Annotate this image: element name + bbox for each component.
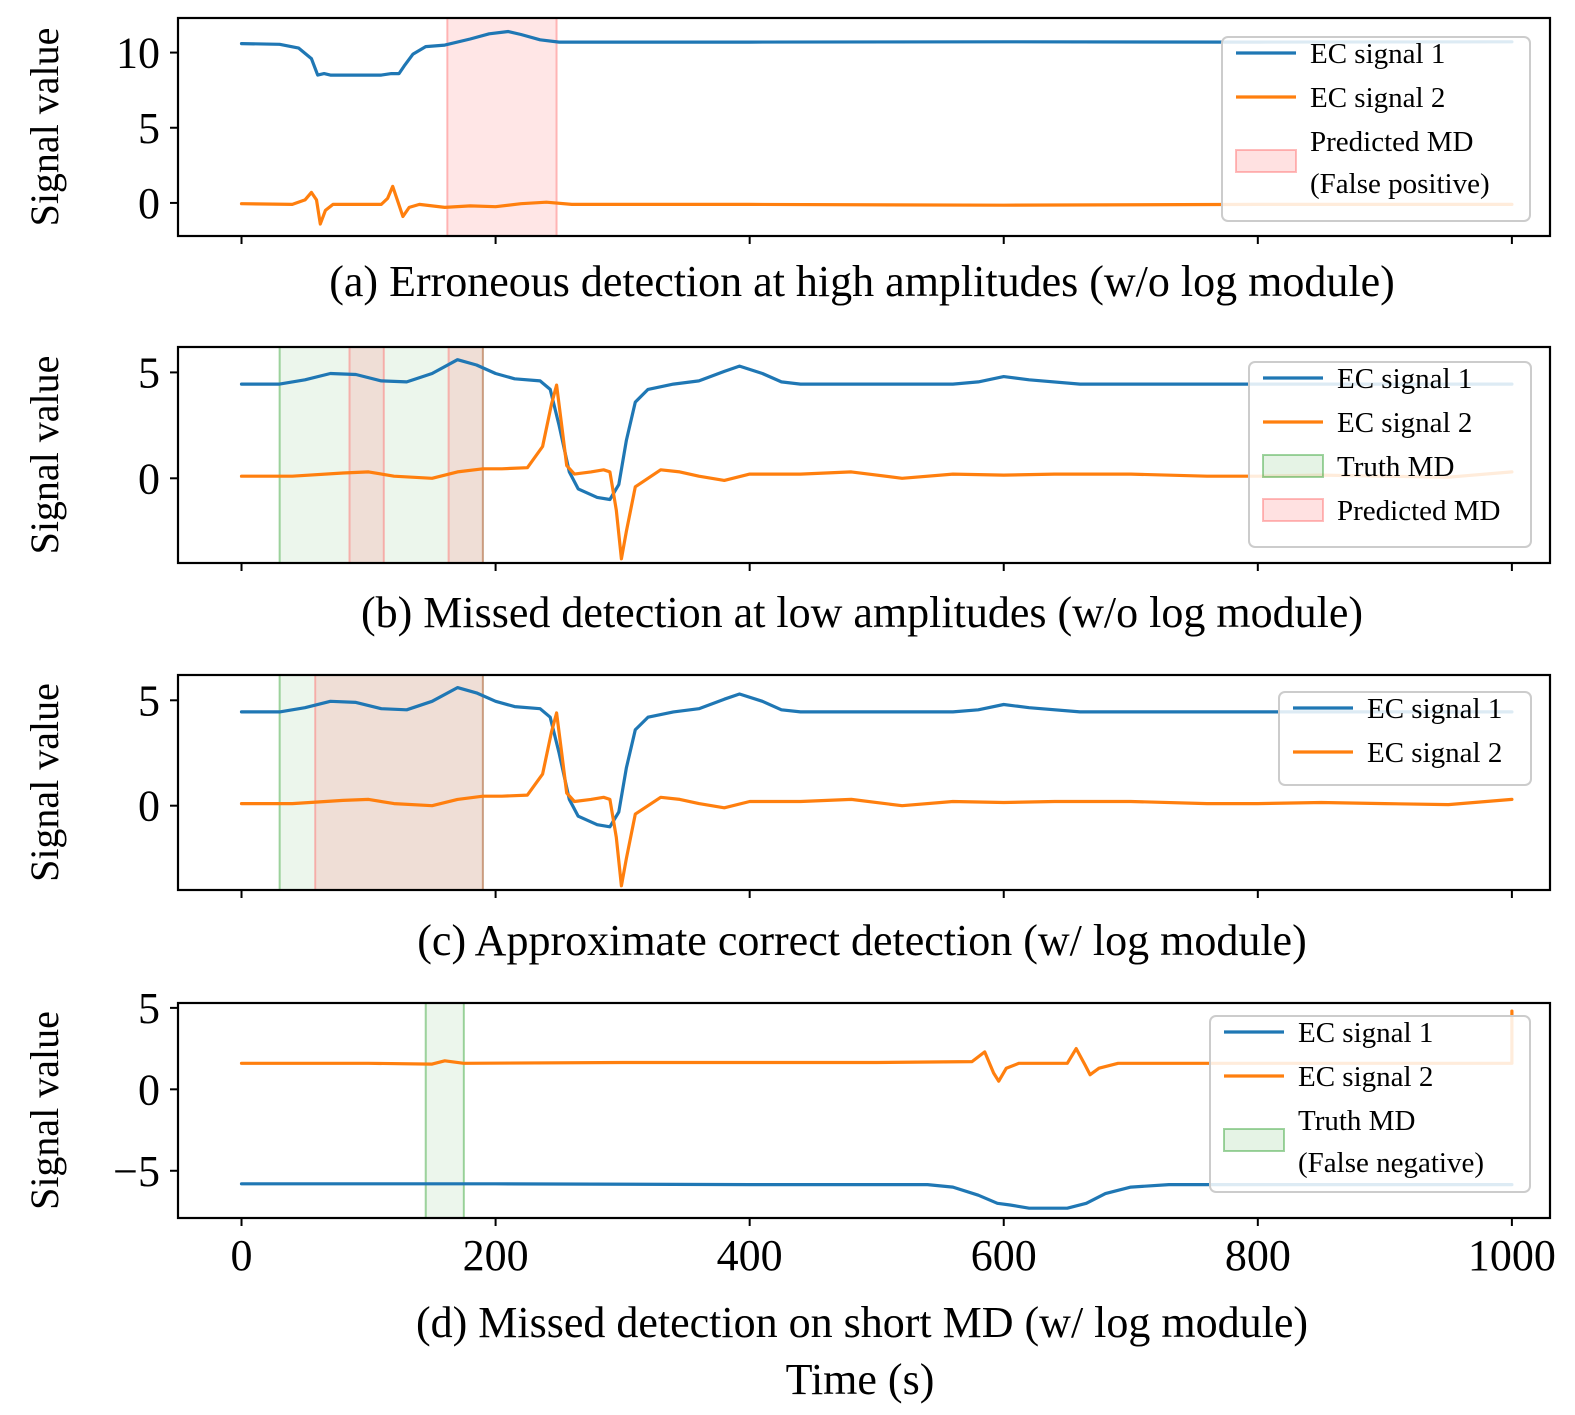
x-tick-label: 1000 [1468, 1231, 1556, 1280]
legend-label: Truth MD [1337, 451, 1454, 483]
y-tick-label: 5 [138, 348, 160, 397]
legend: EC signal 1 EC signal 2 [1278, 691, 1532, 786]
chart-panel-a: 0 5 10 Signal value (a) Erroneous detection … [22, 16, 1552, 306]
legend-handle-predicted-md [1235, 149, 1297, 173]
y-tick-label: 5 [138, 676, 160, 725]
legend: EC signal 1 EC signal 2 Truth MD Predicted … [1248, 361, 1532, 548]
legend-handle-truth-md [1262, 454, 1324, 478]
legend: EC signal 1 EC signal 2 Predicted MD (False… [1221, 36, 1531, 222]
series-line-ec-signal-1 [239, 29, 1514, 77]
y-tick-label: 0 [138, 782, 160, 831]
legend-label: EC signal 1 [1367, 693, 1502, 725]
chart-panel-b: 0 5 Signal value (b) Missed detection at lo… [22, 345, 1552, 637]
y-tick-label: −5 [113, 1147, 160, 1196]
panel-caption: (a) Erroneous detection at high amplitud… [329, 257, 1395, 306]
y-tick-label: 0 [138, 1065, 160, 1114]
legend-label: EC signal 1 [1337, 363, 1472, 395]
x-tick-label: 200 [463, 1231, 529, 1280]
panel-caption: (d) Missed detection on short MD (w/ log… [416, 1298, 1308, 1347]
series-line-ec-signal-2 [239, 184, 1514, 226]
y-axis-label: Signal value [22, 356, 67, 555]
series-line-ec-signal-1 [239, 1182, 1514, 1210]
y-axis-label: Signal value [22, 28, 67, 227]
series-line-ec-signal-2 [239, 1009, 1514, 1083]
series-line-ec-signal-2 [239, 383, 1514, 561]
x-tick-label: 800 [1225, 1231, 1291, 1280]
legend-handle-truth-md [1223, 1128, 1285, 1152]
legend: EC signal 1 EC signal 2 Truth MD (False neg… [1209, 1015, 1531, 1193]
legend-label: (False positive) [1310, 168, 1490, 200]
series-line-ec-signal-2 [239, 711, 1514, 888]
predicted-md-span-1 [314, 674, 484, 891]
predicted-md-span-2 [447, 346, 484, 564]
chart-panel-c: 0 5 Signal value (c) Approximate correct de… [22, 673, 1552, 965]
y-tick-label: 5 [138, 104, 160, 153]
legend-box [1221, 36, 1531, 222]
legend-box [1278, 691, 1532, 786]
x-axis-label: Time (s) [786, 1355, 935, 1404]
legend-label: EC signal 1 [1298, 1017, 1433, 1049]
y-tick-label: 10 [116, 29, 160, 78]
panel-caption: (b) Missed detection at low amplitudes (… [361, 588, 1363, 637]
y-tick-label: 0 [138, 454, 160, 503]
legend-label: EC signal 2 [1367, 737, 1502, 769]
y-tick-label: 5 [138, 984, 160, 1033]
legend-label: EC signal 1 [1310, 38, 1445, 70]
legend-box [1248, 361, 1532, 548]
legend-handle-predicted-md [1262, 498, 1324, 522]
chart-panel-d: 0 200 400 600 800 1000 −5 0 5 Signal value (d) Mis… [22, 984, 1556, 1347]
y-axis-label: Signal value [22, 683, 67, 882]
legend-label: EC signal 2 [1337, 407, 1472, 439]
truth-md-span-0 [424, 1002, 465, 1219]
axes-frame [176, 1001, 1552, 1220]
panels-group: 0 5 10 Signal value (a) Erroneous detection … [22, 16, 1556, 1347]
panel-caption: (c) Approximate correct detection (w/ lo… [417, 916, 1306, 965]
legend-label: (False negative) [1298, 1147, 1484, 1179]
legend-label: Truth MD [1298, 1105, 1415, 1137]
x-tick-label: 0 [231, 1231, 253, 1280]
y-tick-label: 0 [138, 179, 160, 228]
legend-label: Predicted MD [1310, 126, 1474, 158]
y-axis-label: Signal value [22, 1011, 67, 1210]
x-tick-label: 400 [717, 1231, 783, 1280]
x-tick-label: 600 [971, 1231, 1037, 1280]
axes-frame [176, 673, 1552, 892]
legend-box [1209, 1015, 1531, 1193]
axes-frame [176, 345, 1552, 565]
legend-label: EC signal 2 [1310, 82, 1445, 114]
legend-label: EC signal 2 [1298, 1061, 1433, 1093]
predicted-md-span-0 [446, 17, 558, 237]
legend-label: Predicted MD [1337, 495, 1501, 527]
truth-md-span-0 [278, 346, 484, 564]
